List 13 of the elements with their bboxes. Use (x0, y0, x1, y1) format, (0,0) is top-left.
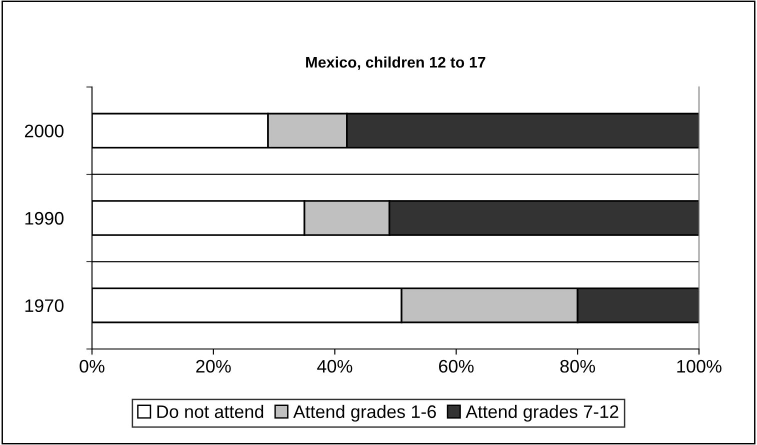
legend-label: Attend grades 1-6 (293, 404, 436, 422)
chart-title: Mexico, children 12 to 17 (306, 56, 486, 70)
x-tick-label: 60% (439, 360, 474, 373)
x-tick-label: 0% (80, 360, 104, 373)
x-tick-label: 20% (196, 360, 231, 373)
y-tick-label: 2000 (24, 124, 64, 138)
y-tick-label: 1970 (25, 299, 64, 312)
x-tick-label: 80% (560, 360, 596, 373)
legend-label: Attend grades 7-12 (466, 404, 618, 422)
y-tick-label: 1990 (25, 212, 64, 225)
x-tick-label: 100% (677, 360, 722, 373)
legend-label: Do not attend (157, 404, 264, 418)
x-tick-label: 40% (317, 360, 352, 373)
